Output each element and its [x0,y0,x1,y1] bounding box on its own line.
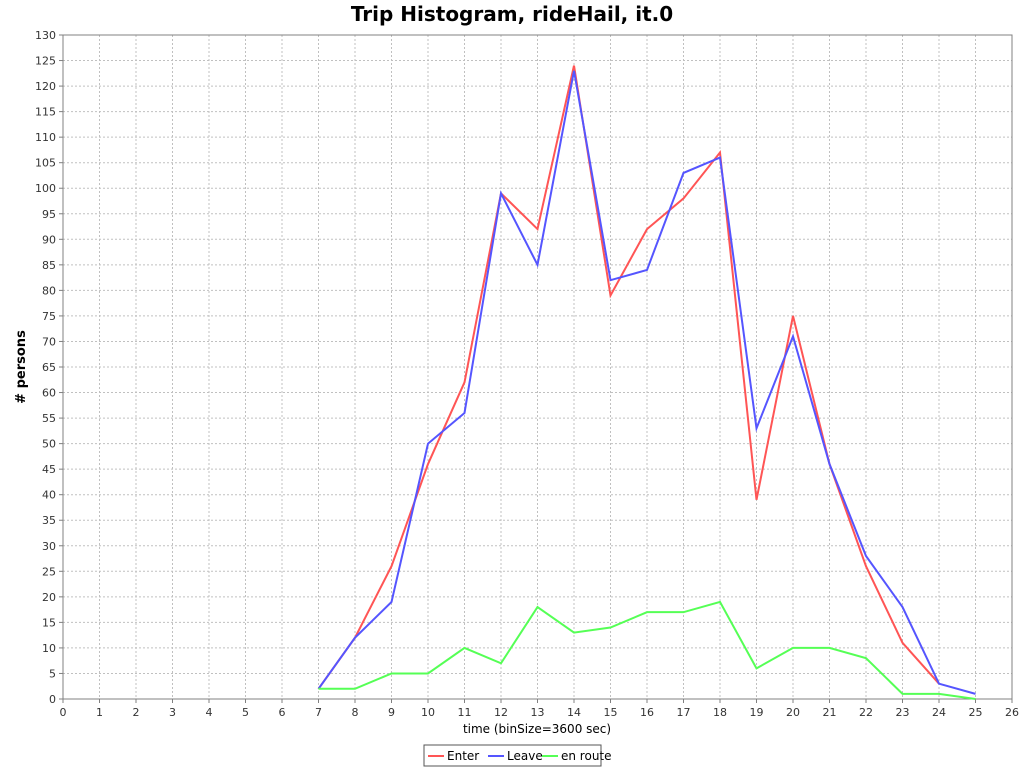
x-tick-label: 9 [388,706,395,719]
x-tick-label: 1 [96,706,103,719]
y-tick-label: 45 [42,463,56,476]
legend: Enter Leave en route [423,744,612,767]
y-tick-label: 100 [35,182,56,195]
y-tick-label: 0 [49,693,56,706]
x-tick-label: 14 [567,706,581,719]
y-tick-label: 60 [42,387,56,400]
y-tick-label: 30 [42,540,56,553]
y-tick-label: 125 [35,55,56,68]
x-tick-label: 12 [494,706,508,719]
legend-box [423,744,602,767]
legend-items: Enter Leave en route [428,749,612,763]
y-tick-label: 65 [42,361,56,374]
y-tick-label: 35 [42,514,56,527]
x-tick-label: 7 [315,706,322,719]
x-tick-label: 24 [932,706,946,719]
x-tick-label: 2 [133,706,140,719]
x-axis-label: time (binSize=3600 sec) [463,722,611,736]
x-tick-label: 19 [750,706,764,719]
y-tick-label: 5 [49,667,56,680]
y-tick-label: 95 [42,208,56,221]
series-lines [317,65,976,700]
legend-label: Leave [507,749,543,763]
x-tick-label: 21 [823,706,837,719]
y-tick-label: 120 [35,80,56,93]
legend-label: en route [561,749,612,763]
y-tick-label: 10 [42,642,56,655]
y-tick-label: 130 [35,29,56,42]
x-axis-ticks: 0 1 2 3 4 5 6 7 8 9 10 11 12 13 14 15 16 17 18 19 20 21 22 23 24… [60,699,1019,719]
x-tick-label: 25 [969,706,983,719]
x-tick-label: 5 [242,706,249,719]
y-tick-label: 90 [42,233,56,246]
y-axis-ticks: 0 5 10 15 20 25 30 35 40 45 50 55 60 65 70 75 80 85 90 95 10… [35,29,63,706]
y-tick-label: 75 [42,310,56,323]
series-line-leave [317,70,976,695]
x-tick-label: 10 [421,706,435,719]
x-tick-label: 22 [859,706,873,719]
x-tick-label: 26 [1005,706,1019,719]
y-axis-label: # persons [14,330,29,404]
x-tick-label: 23 [896,706,910,719]
grid [63,34,1013,699]
series-line-enter [317,65,940,690]
x-tick-label: 15 [604,706,618,719]
x-tick-label: 13 [531,706,545,719]
y-tick-label: 80 [42,284,56,297]
x-tick-label: 3 [169,706,176,719]
y-tick-label: 20 [42,591,56,604]
x-tick-label: 20 [786,706,800,719]
x-tick-label: 18 [713,706,727,719]
chart-title: Trip Histogram, rideHail, it.0 [351,2,673,26]
x-tick-label: 0 [60,706,67,719]
x-tick-label: 16 [640,706,654,719]
y-tick-label: 105 [35,157,56,170]
y-tick-label: 15 [42,616,56,629]
y-tick-label: 40 [42,489,56,502]
x-tick-label: 4 [206,706,213,719]
y-tick-label: 50 [42,438,56,451]
y-tick-label: 110 [35,131,56,144]
y-tick-label: 70 [42,335,56,348]
legend-label: Enter [447,749,479,763]
x-tick-label: 11 [458,706,472,719]
y-tick-label: 55 [42,412,56,425]
x-tick-label: 6 [279,706,286,719]
x-tick-label: 17 [677,706,691,719]
y-tick-label: 115 [35,106,56,119]
x-tick-label: 8 [352,706,359,719]
y-tick-label: 85 [42,259,56,272]
series-line-en-route [318,600,976,700]
y-tick-label: 25 [42,565,56,578]
